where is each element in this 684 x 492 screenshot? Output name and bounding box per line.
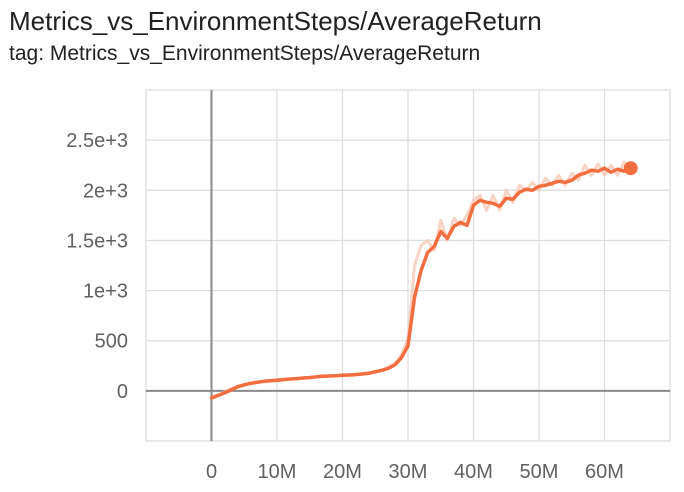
y-tick-label: 2e+3 <box>83 180 128 202</box>
x-tick-label: 30M <box>389 461 428 483</box>
y-tick-label: 1.5e+3 <box>66 230 128 252</box>
tick-labels: 0 500 1e+3 1.5e+3 2e+3 2.5e+3 0 10M 20M 30M 40M 50M… <box>66 130 624 483</box>
x-tick-label: 10M <box>258 461 297 483</box>
y-tick-label: 2.5e+3 <box>66 130 128 152</box>
smoothed-series <box>209 161 638 400</box>
last-point-marker <box>623 161 638 176</box>
y-tick-label: 500 <box>95 331 128 353</box>
raw-series-line <box>210 160 632 401</box>
y-tick-label: 1e+3 <box>83 281 128 303</box>
raw-series <box>210 160 632 401</box>
x-tick-label: 60M <box>585 461 624 483</box>
x-tick-label: 20M <box>323 461 362 483</box>
axes <box>146 90 670 441</box>
series-line <box>209 166 633 400</box>
chart-title: Metrics_vs_EnvironmentSteps/AverageRetur… <box>9 6 542 36</box>
x-tick-label: 40M <box>454 461 493 483</box>
x-tick-label: 50M <box>520 461 559 483</box>
chart-subtitle: tag: Metrics_vs_EnvironmentSteps/Average… <box>9 42 481 65</box>
y-tick-label: 0 <box>117 381 128 403</box>
grid <box>145 89 671 442</box>
x-tick-label: 0 <box>206 461 217 483</box>
